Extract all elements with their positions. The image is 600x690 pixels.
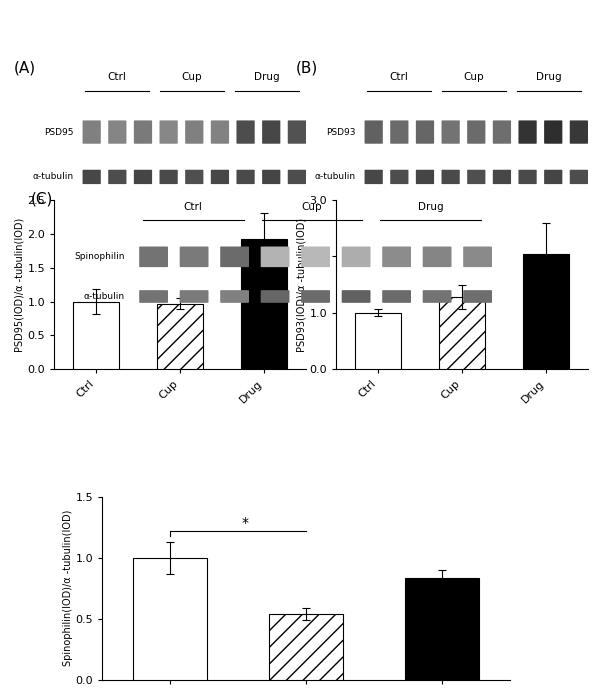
Text: Spinophilin: Spinophilin [74, 253, 125, 262]
FancyBboxPatch shape [416, 121, 434, 144]
FancyBboxPatch shape [390, 121, 409, 144]
FancyBboxPatch shape [467, 121, 485, 144]
FancyBboxPatch shape [382, 290, 411, 303]
Bar [439, 297, 485, 369]
Y-axis label: Spinophilin(IOD)/α -tubulin(IOD): Spinophilin(IOD)/α -tubulin(IOD) [62, 510, 73, 667]
Text: *: * [241, 515, 248, 530]
Text: α-tubulin: α-tubulin [32, 172, 73, 181]
FancyBboxPatch shape [341, 246, 370, 267]
FancyBboxPatch shape [288, 121, 306, 144]
FancyBboxPatch shape [422, 290, 451, 303]
FancyBboxPatch shape [139, 246, 168, 267]
FancyBboxPatch shape [463, 290, 492, 303]
FancyBboxPatch shape [262, 170, 280, 184]
FancyBboxPatch shape [260, 290, 289, 303]
FancyBboxPatch shape [493, 170, 511, 184]
FancyBboxPatch shape [288, 170, 306, 184]
Text: Ctrl: Ctrl [107, 72, 126, 82]
FancyBboxPatch shape [442, 170, 460, 184]
FancyBboxPatch shape [382, 246, 411, 267]
Text: PSD95: PSD95 [44, 128, 73, 137]
FancyBboxPatch shape [341, 290, 370, 303]
FancyBboxPatch shape [518, 121, 536, 144]
FancyBboxPatch shape [220, 290, 249, 303]
Bar [523, 254, 569, 369]
Bar [157, 304, 203, 369]
FancyBboxPatch shape [211, 121, 229, 144]
Bar [241, 239, 287, 369]
Bar [73, 302, 119, 369]
Text: α-tubulin: α-tubulin [314, 172, 355, 181]
Text: Cup: Cup [464, 72, 484, 82]
Text: Cup: Cup [182, 72, 202, 82]
FancyBboxPatch shape [185, 170, 203, 184]
FancyBboxPatch shape [139, 290, 168, 303]
Bar [133, 558, 208, 680]
FancyBboxPatch shape [416, 170, 434, 184]
FancyBboxPatch shape [180, 246, 209, 267]
FancyBboxPatch shape [390, 170, 409, 184]
FancyBboxPatch shape [180, 290, 209, 303]
Bar [269, 614, 343, 680]
FancyBboxPatch shape [544, 121, 562, 144]
FancyBboxPatch shape [365, 170, 383, 184]
Text: (C): (C) [31, 192, 53, 207]
Text: Cup: Cup [302, 202, 322, 213]
Text: Drug: Drug [418, 202, 443, 213]
FancyBboxPatch shape [236, 121, 254, 144]
FancyBboxPatch shape [160, 170, 178, 184]
Y-axis label: PSD95(IOD)/α -tubulin(IOD): PSD95(IOD)/α -tubulin(IOD) [14, 217, 25, 352]
Bar [404, 578, 479, 680]
FancyBboxPatch shape [134, 170, 152, 184]
FancyBboxPatch shape [301, 290, 330, 303]
FancyBboxPatch shape [262, 121, 280, 144]
FancyBboxPatch shape [422, 246, 451, 267]
Text: (A): (A) [14, 61, 36, 76]
FancyBboxPatch shape [365, 121, 383, 144]
FancyBboxPatch shape [108, 170, 127, 184]
Text: (B): (B) [296, 61, 319, 76]
FancyBboxPatch shape [442, 121, 460, 144]
FancyBboxPatch shape [83, 121, 101, 144]
FancyBboxPatch shape [518, 170, 536, 184]
Text: α-tubulin: α-tubulin [83, 292, 125, 301]
Text: Ctrl: Ctrl [184, 202, 203, 213]
Text: PSD93: PSD93 [326, 128, 355, 137]
FancyBboxPatch shape [236, 170, 254, 184]
FancyBboxPatch shape [570, 121, 588, 144]
FancyBboxPatch shape [211, 170, 229, 184]
Text: Ctrl: Ctrl [389, 72, 408, 82]
FancyBboxPatch shape [301, 246, 330, 267]
FancyBboxPatch shape [260, 246, 289, 267]
FancyBboxPatch shape [134, 121, 152, 144]
FancyBboxPatch shape [108, 121, 127, 144]
FancyBboxPatch shape [570, 170, 588, 184]
FancyBboxPatch shape [185, 121, 203, 144]
FancyBboxPatch shape [220, 246, 249, 267]
FancyBboxPatch shape [493, 121, 511, 144]
Text: Drug: Drug [536, 72, 562, 82]
FancyBboxPatch shape [83, 170, 101, 184]
FancyBboxPatch shape [463, 246, 492, 267]
FancyBboxPatch shape [544, 170, 562, 184]
Bar [355, 313, 401, 369]
FancyBboxPatch shape [160, 121, 178, 144]
Y-axis label: PSD93(IOD)/α -tubulin(IOD): PSD93(IOD)/α -tubulin(IOD) [296, 217, 307, 352]
Text: Drug: Drug [254, 72, 280, 82]
FancyBboxPatch shape [467, 170, 485, 184]
